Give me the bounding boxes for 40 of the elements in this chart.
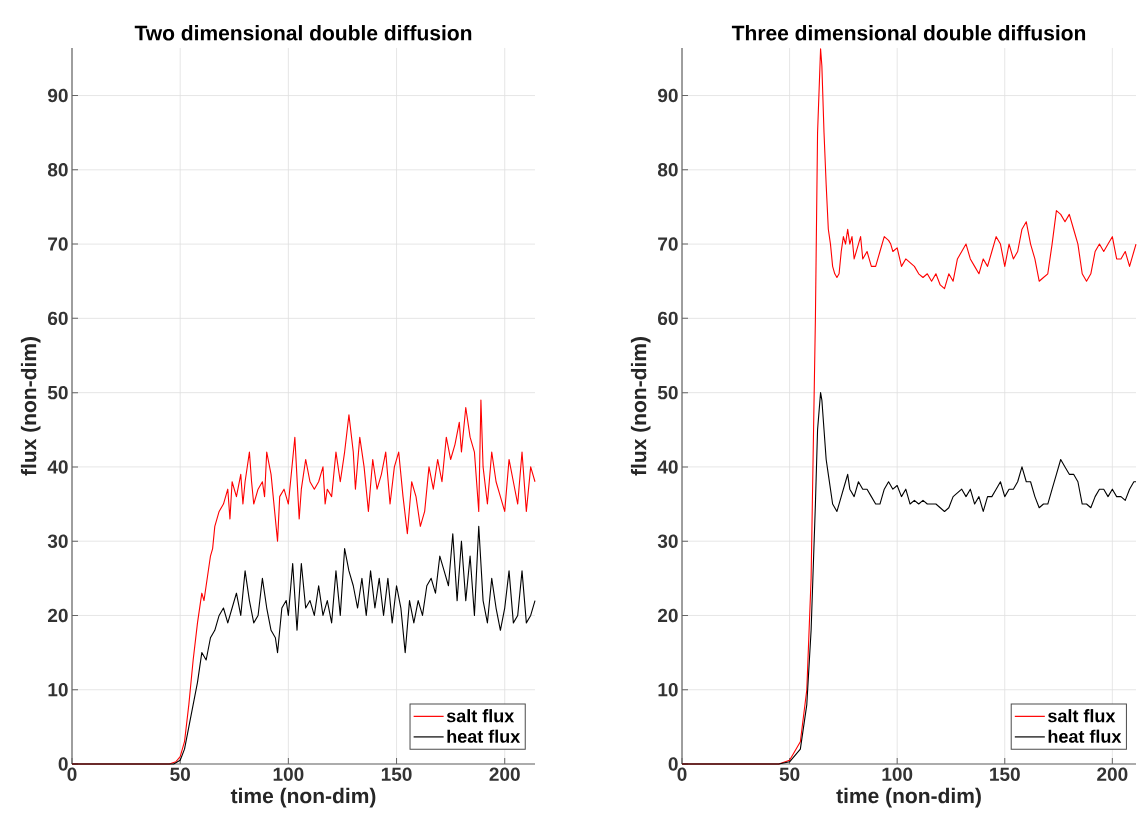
legend-label: salt flux: [1048, 709, 1116, 723]
x-tick-label: 50: [779, 767, 800, 781]
y-tick-label: 40: [47, 460, 68, 474]
y-tick-label: 80: [657, 163, 678, 177]
y-tick-label: 60: [658, 311, 678, 326]
y-tick-label: 30: [657, 534, 678, 548]
y-tick-label: 90: [658, 88, 678, 103]
y-tick-label: 20: [47, 608, 68, 623]
x-tick-label: 0: [677, 767, 687, 781]
x-axis-title: time (non-dim): [230, 787, 376, 808]
y-tick-label: 10: [658, 683, 678, 697]
x-tick-label: 0: [67, 767, 77, 781]
y-tick-label: 90: [47, 88, 68, 103]
x-tick-label: 150: [381, 767, 412, 781]
x-tick-label: 50: [170, 767, 190, 781]
y-tick-label: 0: [668, 757, 678, 771]
x-tick-label: 100: [273, 767, 304, 781]
y-tick-label: 40: [657, 460, 678, 474]
y-axis-title: flux (non-dim): [20, 337, 41, 476]
chart-title: Three dimensional double diffusion: [731, 25, 1086, 41]
x-axis-title: time (non-dim): [836, 787, 981, 808]
y-tick-label: 60: [48, 311, 68, 326]
y-tick-label: 20: [658, 608, 678, 623]
y-tick-label: 50: [47, 385, 68, 400]
y-tick-label: 50: [657, 385, 678, 400]
x-tick-label: 150: [990, 767, 1020, 781]
legend-label: heat flux: [447, 729, 521, 743]
y-tick-label: 0: [58, 757, 68, 771]
legend-label: salt flux: [446, 709, 515, 723]
y-tick-label: 70: [658, 237, 678, 251]
x-tick-label: 100: [882, 767, 913, 781]
y-tick-label: 30: [47, 534, 68, 548]
y-tick-label: 70: [48, 237, 68, 251]
x-tick-label: 200: [489, 767, 520, 781]
y-tick-label: 10: [48, 683, 68, 697]
y-axis-title: flux (non-dim): [630, 337, 651, 476]
x-tick-label: 200: [1097, 767, 1128, 781]
chart-title: Two dimensional double diffusion: [134, 25, 472, 41]
legend-label: heat flux: [1048, 729, 1122, 743]
y-tick-label: 80: [47, 163, 68, 177]
